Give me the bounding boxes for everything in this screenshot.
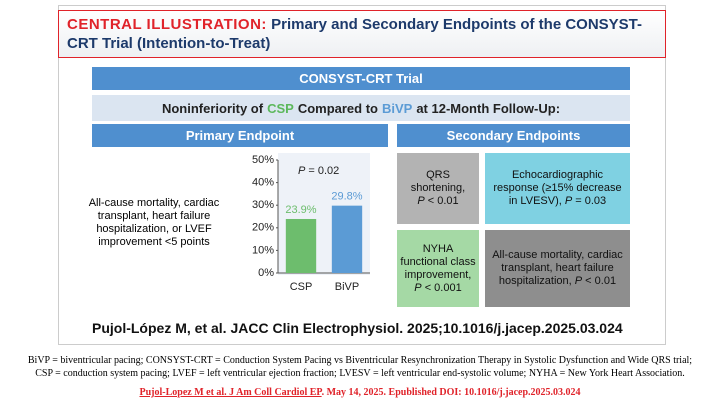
- secondary-box: Echocardiographic response (≥15% decreas…: [485, 153, 630, 224]
- header: CENTRAL ILLUSTRATION: Primary and Second…: [58, 10, 666, 58]
- header-label: CENTRAL ILLUSTRATION:: [67, 16, 267, 33]
- value-label: 29.8%: [331, 191, 362, 203]
- secondary-heading: Secondary Endpoints: [397, 124, 630, 147]
- p: P: [564, 195, 573, 207]
- bar: [331, 205, 363, 273]
- p: P: [417, 195, 425, 207]
- doi-text: . May 14, 2025. Epublished DOI: 10.1016/…: [321, 387, 581, 398]
- header-title: Primary and Secondary Endpoints of the C…: [67, 16, 643, 52]
- p: P: [574, 275, 583, 287]
- text: Noninferiority of: [161, 100, 264, 116]
- box-text: QRS shortening,: [410, 169, 466, 194]
- secondary-box: NYHA functional class improvement, P < 0.…: [397, 230, 479, 307]
- abbreviations: CSP = conduction system pacing; LVEF = l…: [35, 368, 685, 379]
- stat: = 0.03: [575, 195, 607, 207]
- y-tick-label: 10%: [252, 244, 274, 256]
- text: at 12-Month Follow-Up:: [416, 100, 561, 116]
- box-text: Echocardiographic response (≥15% decreas…: [493, 169, 622, 207]
- frame: [58, 5, 666, 345]
- stat: < 0.01: [427, 195, 459, 207]
- value-label: 23.9%: [285, 204, 316, 216]
- stat: < 0.01: [585, 275, 617, 287]
- citation: Pujol-López M, et al. JACC Clin Electrop…: [92, 320, 623, 336]
- stat: < 0.001: [424, 281, 462, 294]
- abbreviations: BiVP = biventricular pacing; CONSYST-CRT…: [27, 355, 693, 366]
- subbanner: Noninferiority of CSP Compared to BiVP at 12…: [92, 95, 630, 121]
- csp: CSP: [267, 100, 294, 116]
- secondary-box: QRS shortening, P < 0.01: [397, 153, 479, 224]
- y-tick-label: 20%: [252, 222, 274, 234]
- y-tick-label: 0%: [258, 267, 274, 279]
- doi: Pujol-Lopez M et al. J Am Coll Cardiol E…: [0, 387, 720, 398]
- banner: CONSYST-CRT Trial: [92, 67, 630, 90]
- y-tick-label: 30%: [252, 199, 274, 211]
- box-text: All-cause mortality, cardiac transplant,…: [492, 249, 623, 287]
- chart: P = 0.02 0% 10% 20% 30% 40% 50% CSP 23.9% BiVP 29…: [252, 153, 370, 293]
- primary-description: All-cause mortality, cardiac transplant,…: [88, 197, 220, 248]
- box-text: NYHA functional class improvement,: [400, 242, 476, 281]
- p: P: [414, 281, 422, 294]
- x-tick-label: CSP: [290, 281, 313, 293]
- secondary-box: All-cause mortality, cardiac transplant,…: [485, 230, 630, 307]
- y-tick-label: 40%: [252, 177, 274, 189]
- bar: [285, 218, 317, 273]
- bivp: BiVP: [381, 100, 413, 116]
- link[interactable]: Pujol-Lopez M et al. J Am Coll Cardiol E…: [139, 387, 322, 398]
- annotation: P = 0.02: [298, 165, 339, 177]
- text: Compared to: [297, 100, 378, 116]
- x-tick-label: BiVP: [335, 281, 359, 293]
- y-tick-label: 50%: [252, 154, 274, 166]
- primary-heading: Primary Endpoint: [92, 124, 388, 147]
